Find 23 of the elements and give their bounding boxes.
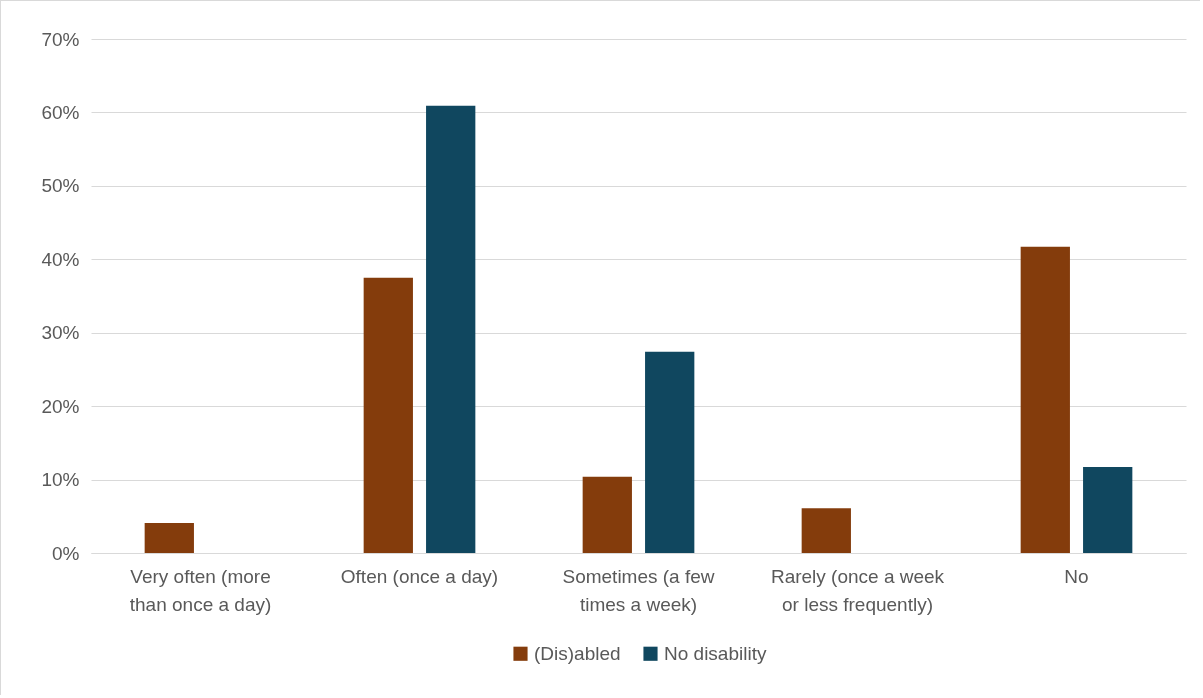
x-tick-label: Sometimes (a few times a week)	[562, 565, 715, 615]
x-tick-label: Rarely (once a week or less frequently)	[770, 565, 945, 615]
y-tick-label: 0%	[52, 542, 80, 564]
bar	[582, 476, 632, 553]
bar	[426, 105, 476, 553]
bar	[801, 508, 851, 553]
bar	[1083, 467, 1133, 553]
y-tick-label: 40%	[41, 248, 80, 270]
y-tick-label: 30%	[41, 322, 80, 344]
x-tick-label: Often (once a day)	[340, 565, 499, 587]
bar	[144, 522, 194, 553]
y-tick-label: 10%	[41, 469, 80, 491]
bar	[1020, 246, 1070, 553]
y-tick-label: 20%	[41, 395, 80, 417]
y-tick-label: 70%	[41, 28, 80, 50]
y-tick-label: 50%	[41, 175, 80, 197]
bar	[645, 351, 695, 553]
y-tick-label: 60%	[41, 101, 80, 123]
x-tick-label: No	[1064, 565, 1089, 587]
x-tick-label: Very often (more than once a day)	[129, 565, 272, 615]
legend-label: (Dis)abled	[534, 642, 621, 664]
bar	[363, 277, 413, 553]
legend-label: No disability	[664, 642, 767, 664]
